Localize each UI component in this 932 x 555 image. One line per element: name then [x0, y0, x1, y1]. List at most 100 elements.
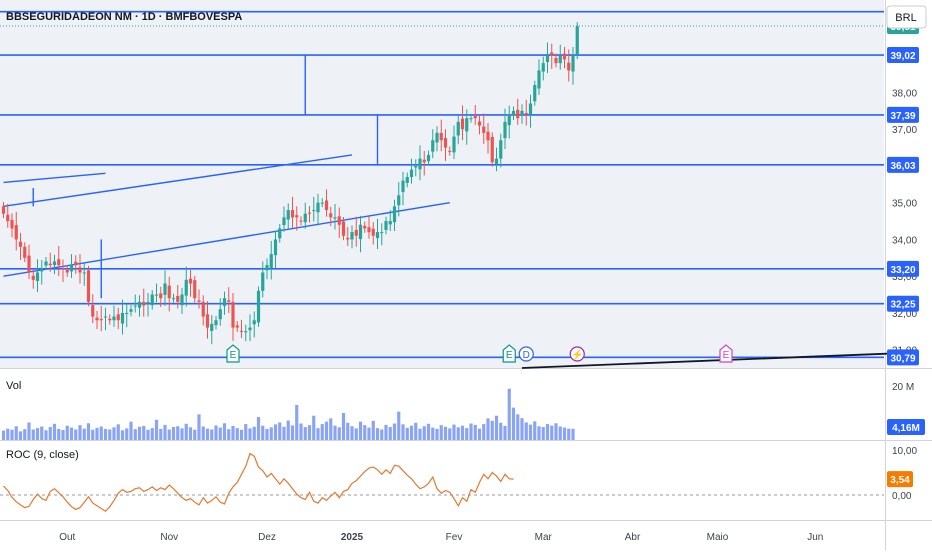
candle[interactable]: [248, 314, 252, 342]
candle[interactable]: [125, 304, 129, 328]
candle[interactable]: [426, 150, 431, 166]
candle[interactable]: [307, 206, 312, 223]
candle[interactable]: [443, 129, 448, 161]
candle[interactable]: [48, 252, 52, 272]
candle[interactable]: [82, 263, 86, 286]
candle[interactable]: [261, 261, 265, 298]
candle[interactable]: [227, 287, 231, 313]
candle[interactable]: [550, 43, 554, 69]
candle[interactable]: [150, 290, 154, 310]
price-level-badge[interactable]: [887, 47, 919, 64]
candle[interactable]: [222, 291, 227, 315]
symbol-title[interactable]: BBSEGURIDADEON NM · 1D · BMFBOVESPA: [6, 11, 242, 23]
candle[interactable]: [418, 145, 422, 181]
earnings-marker[interactable]: E: [719, 344, 733, 363]
candle[interactable]: [86, 265, 91, 307]
candle[interactable]: [409, 158, 414, 184]
candle[interactable]: [354, 216, 358, 247]
candle[interactable]: [477, 114, 482, 135]
candle[interactable]: [482, 113, 486, 144]
candle[interactable]: [65, 265, 69, 277]
candle[interactable]: [163, 270, 167, 306]
candle[interactable]: [456, 115, 460, 145]
candle[interactable]: [214, 315, 218, 330]
earnings-marker[interactable]: E: [502, 344, 516, 363]
candle[interactable]: [120, 299, 125, 335]
candle[interactable]: [329, 206, 333, 227]
candle[interactable]: [218, 298, 222, 326]
candle[interactable]: [375, 218, 380, 249]
candle[interactable]: [159, 286, 163, 308]
candle[interactable]: [44, 257, 48, 270]
candle[interactable]: [388, 210, 392, 231]
candle[interactable]: [448, 146, 452, 156]
candle[interactable]: [324, 189, 329, 217]
trend-upper-long[interactable]: [3, 154, 353, 208]
candle[interactable]: [31, 269, 35, 289]
candle[interactable]: [341, 217, 346, 241]
price-level-badge[interactable]: [887, 156, 919, 173]
candle[interactable]: [337, 207, 341, 238]
candle[interactable]: [507, 105, 511, 139]
candle[interactable]: [201, 295, 205, 326]
candle[interactable]: [494, 147, 499, 172]
candle[interactable]: [371, 222, 375, 245]
currency-button[interactable]: BRL: [886, 5, 927, 29]
candle[interactable]: [188, 269, 193, 297]
candle[interactable]: [61, 259, 65, 283]
candle[interactable]: [452, 125, 456, 159]
candle[interactable]: [380, 223, 384, 246]
candle[interactable]: [116, 307, 120, 330]
candle[interactable]: [533, 80, 537, 106]
candle[interactable]: [524, 99, 528, 126]
candle[interactable]: [435, 126, 439, 152]
candle[interactable]: [320, 198, 324, 208]
candle[interactable]: [69, 254, 74, 278]
candle[interactable]: [558, 44, 562, 70]
candle[interactable]: [103, 307, 108, 331]
roc-pane-title[interactable]: ROC (9, close): [6, 449, 79, 461]
currency-button-frame[interactable]: [886, 5, 927, 29]
candle[interactable]: [503, 108, 507, 150]
candle[interactable]: [392, 199, 397, 231]
roc-last-badge[interactable]: [887, 471, 913, 488]
candle[interactable]: [520, 104, 524, 124]
trend-channel-upper[interactable]: [3, 172, 106, 184]
candle[interactable]: [252, 311, 256, 338]
candle[interactable]: [511, 106, 516, 121]
candle[interactable]: [74, 255, 78, 274]
candle[interactable]: [516, 98, 520, 125]
candle[interactable]: [469, 113, 473, 123]
candle[interactable]: [1, 201, 6, 219]
candle[interactable]: [567, 49, 571, 82]
candle[interactable]: [545, 42, 550, 74]
candle[interactable]: [431, 129, 435, 159]
candle[interactable]: [316, 193, 320, 226]
candle[interactable]: [137, 295, 142, 317]
candle[interactable]: [154, 283, 159, 303]
candle[interactable]: [210, 315, 214, 345]
candle[interactable]: [397, 182, 401, 217]
candle[interactable]: [473, 104, 477, 125]
candle[interactable]: [405, 172, 409, 188]
candle[interactable]: [286, 203, 290, 229]
candle[interactable]: [312, 196, 316, 222]
candle[interactable]: [278, 224, 282, 243]
candle[interactable]: [537, 59, 541, 96]
candle[interactable]: [541, 56, 545, 81]
candle[interactable]: [6, 203, 10, 228]
candle[interactable]: [35, 259, 40, 292]
candle[interactable]: [57, 246, 61, 277]
candle[interactable]: [167, 276, 171, 312]
earnings-marker[interactable]: E: [226, 344, 240, 363]
candle[interactable]: [142, 288, 146, 317]
candle[interactable]: [290, 196, 295, 229]
candle[interactable]: [269, 240, 273, 280]
candle[interactable]: [52, 254, 57, 274]
candle[interactable]: [575, 21, 579, 60]
volume-pane-title[interactable]: Vol: [6, 380, 21, 392]
trend-channel-lower[interactable]: [3, 202, 450, 277]
candle[interactable]: [14, 211, 18, 251]
candle[interactable]: [133, 294, 137, 313]
